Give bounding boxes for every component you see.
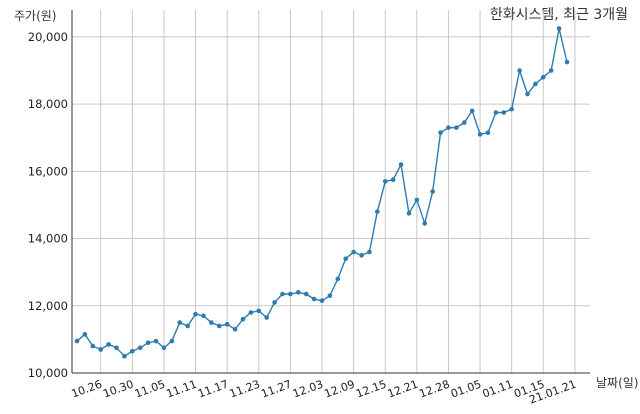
y-tick-label: 18,000 [28,97,68,111]
data-point [485,130,491,135]
x-tick-label: 10.30 [101,378,135,401]
data-point [256,308,262,314]
data-point [130,348,135,354]
x-tick-label: 11.11 [165,378,199,401]
data-point [517,68,522,73]
chart-title: 한화시스템, 최근 3개월 [489,7,628,23]
data-point [169,338,175,344]
x-axis-label: 날짜(일) [596,376,639,390]
data-point [177,320,183,325]
data-point [114,345,119,351]
data-point [335,276,341,282]
data-point [548,68,554,73]
axes [71,10,590,374]
data-point [193,311,198,317]
y-axis-label: 주가(원) [14,9,57,23]
data-point [209,320,214,325]
grid [72,10,590,374]
data-point [493,110,499,115]
data-point [564,59,570,65]
data-point [280,291,285,297]
data-point [295,290,301,295]
data-point [382,179,388,184]
x-tick-label: 11.27 [259,378,293,401]
data-point [82,332,88,337]
data-point [319,298,325,304]
y-tick-label: 16,000 [28,164,68,178]
data-point [454,125,459,130]
x-tick-label: 11.23 [228,378,262,401]
data-point [272,300,277,305]
x-tick-label: 12.09 [323,378,357,401]
y-tick-label: 14,000 [28,232,68,246]
data-point [343,256,349,262]
data-point [556,26,562,31]
data-point [311,296,317,302]
x-tick-label: 12.21 [386,378,420,401]
data-point [137,345,143,351]
x-tick-label: 10.26 [70,378,104,401]
y-tick-label: 10,000 [28,366,68,380]
data-point [461,120,467,125]
series [74,26,570,359]
data-point [153,338,159,344]
data-point [224,321,230,327]
data-point [540,74,546,80]
data-point [438,130,443,135]
x-tick-label: 11.05 [133,378,167,401]
data-point [398,162,404,167]
data-point [525,91,530,97]
data-point [406,211,412,216]
x-tick-label: 12.03 [291,378,325,401]
data-point [533,81,538,87]
data-point [240,316,246,322]
data-point [90,343,96,349]
data-point [98,347,104,352]
data-point [145,340,151,346]
data-point [106,342,111,347]
data-point [122,353,127,359]
data-point [264,315,269,320]
x-tick-label: 11.17 [196,378,230,401]
y-tick-label: 20,000 [28,30,68,44]
x-tick-label: 12.15 [354,378,388,401]
data-point [446,125,451,130]
x-tick-label: 12.28 [417,378,451,401]
data-point [422,221,428,226]
data-point [351,249,356,255]
data-point [375,209,380,214]
data-point [216,323,222,329]
data-point [430,189,435,194]
data-point [327,293,333,298]
data-point [477,132,483,137]
data-point [414,197,420,203]
data-point [201,313,206,319]
data-point [367,249,372,255]
data-point [288,291,293,297]
data-point [185,323,190,329]
x-tick-label: 01.05 [449,378,483,401]
data-point [390,177,396,183]
data-point [161,345,167,351]
data-point [74,338,80,344]
tick-labels: 10,000 12,000 14,000 16,000 18,000 20,000 10.2… [28,30,578,407]
data-point [509,106,514,112]
data-point [469,108,475,114]
x-tick-label: 01.11 [481,378,515,401]
data-point [248,310,254,315]
data-point [303,291,309,297]
data-point [359,253,364,258]
data-point [501,110,507,115]
y-tick-label: 12,000 [28,299,68,313]
data-point [232,327,238,332]
